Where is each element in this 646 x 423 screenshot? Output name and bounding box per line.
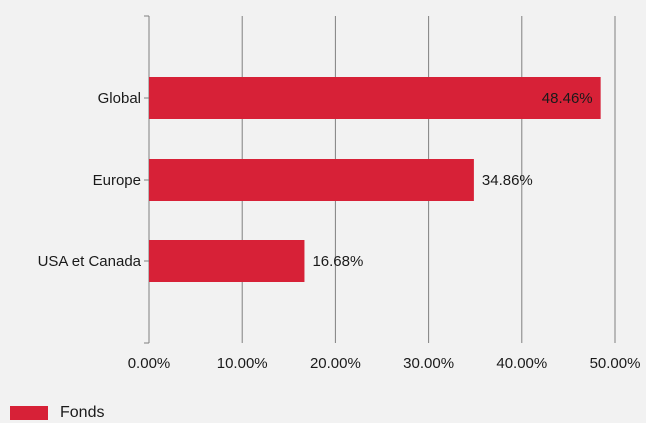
category-label-2: USA et Canada (38, 253, 142, 270)
x-tick-label-0: 0.00% (128, 355, 171, 372)
x-tick-label-3: 30.00% (403, 355, 454, 372)
x-tick-label-4: 40.00% (496, 355, 547, 372)
x-tick-label-2: 20.00% (310, 355, 361, 372)
category-label-0: Global (98, 90, 141, 107)
legend-swatch-fonds (10, 406, 48, 420)
bar-1 (149, 159, 474, 201)
bar-2 (149, 240, 305, 282)
data-label-1: 34.86% (482, 172, 533, 189)
category-label-1: Europe (93, 172, 141, 189)
x-tick-label-5: 50.00% (590, 355, 641, 372)
x-tick-label-1: 10.00% (217, 355, 268, 372)
data-label-0: 48.46% (542, 90, 593, 107)
bar-0 (149, 77, 601, 119)
data-label-2: 16.68% (312, 253, 363, 270)
legend: Fonds (10, 403, 104, 423)
legend-label-fonds: Fonds (60, 404, 105, 421)
